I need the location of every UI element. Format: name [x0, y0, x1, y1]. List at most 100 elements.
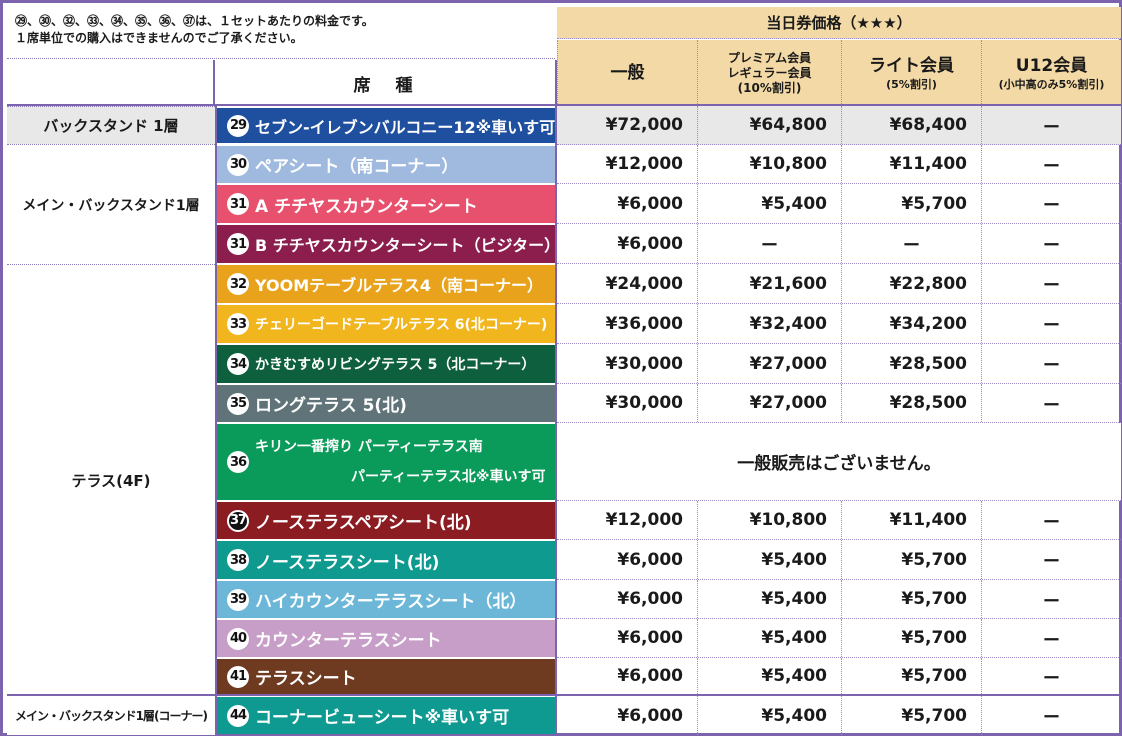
price-u12: ー: [981, 658, 1121, 694]
seat-name: B チチヤスカウンターシート（ビジター）: [255, 236, 555, 255]
price-general: ¥6,000: [617, 549, 683, 570]
seat-39: 39 ハイカウンターテラスシート（北）: [217, 581, 555, 618]
price-general: ¥6,000: [617, 666, 683, 686]
seat-name: ノーステラスシート(北): [255, 552, 440, 573]
notes: ㉙、㉚、㉜、㉝、㉞、㉟、㊱、㊲は、１セットあたりの料金です。 １席単位での購入は…: [7, 7, 555, 59]
seat-name-multiline: キリン一番搾り パーティーテラス南 パーティーテラス北※車いす可: [255, 432, 546, 492]
col-header-light: ライト会員 (5%割引): [841, 40, 981, 106]
price-general: ¥12,000: [605, 510, 683, 530]
price-light: ¥34,200: [841, 304, 981, 343]
seat-29: 29 セブン-イレブンバルコニー12※車いす可: [217, 108, 555, 143]
price-light: ¥28,500: [841, 384, 981, 422]
col-light-discount: (5%割引): [886, 77, 937, 91]
seat-30: 30 ペアシート（南コーナー）: [217, 146, 555, 183]
no-general-sale-notice: 一般販売はございません。: [557, 423, 1121, 501]
group-terrace: テラス(4F): [7, 264, 215, 695]
price-light: ¥68,400: [841, 106, 981, 144]
price-general: ¥72,000: [605, 115, 683, 135]
price-u12: ー: [981, 106, 1121, 144]
price-premium: ¥5,400: [697, 658, 841, 694]
seat-number-badge: 34: [227, 353, 249, 375]
seat-name-line1: キリン一番搾り パーティーテラス南: [255, 439, 483, 455]
col-header-general: 一般: [557, 40, 697, 106]
seat-38: 38 ノーステラスシート(北): [217, 541, 555, 579]
group-main-back-stand: メイン・バックスタンド1層: [7, 144, 215, 264]
price-row-44: ¥6,000 ¥5,400 ¥5,700 ー: [557, 696, 1121, 735]
seat-name: ペアシート（南コーナー）: [255, 157, 459, 177]
seat-name: カウンターテラスシート: [255, 631, 442, 651]
price-light: ¥22,800: [841, 264, 981, 303]
price-u12: ー: [981, 184, 1121, 223]
price-u12: ー: [981, 580, 1121, 618]
seat-number-badge: 31: [227, 233, 249, 255]
price-column-divider: [555, 106, 557, 735]
price-general: ¥6,000: [617, 705, 683, 726]
seat-number-badge: 30: [227, 153, 249, 176]
seat-name: ノーステラスペアシート(北): [255, 513, 472, 533]
seat-number-badge: 31: [227, 193, 249, 215]
col-general-label: 一般: [610, 63, 645, 83]
price-u12: ー: [981, 264, 1121, 303]
seat-36: 36 キリン一番搾り パーティーテラス南 パーティーテラス北※車いす可: [217, 424, 555, 500]
price-premium: ¥5,400: [697, 696, 841, 735]
price-row-40: ¥6,000 ¥5,400 ¥5,700 ー: [557, 619, 1121, 658]
seat-name-line2: パーティーテラス北※車いす可: [351, 469, 546, 485]
price-premium: ¥5,400: [697, 184, 841, 223]
seat-name: かきむすめリビングテラス 5（北コーナー）: [255, 357, 536, 373]
seat-34: 34 かきむすめリビングテラス 5（北コーナー）: [217, 345, 555, 383]
seat-44: 44 コーナービューシート※車いす可: [217, 697, 555, 734]
seat-column-divider: [215, 106, 217, 735]
seat-name: セブン-イレブンバルコニー12※車いす可: [255, 117, 555, 137]
price-light: ¥5,700: [841, 184, 981, 223]
price-row-35: ¥30,000 ¥27,000 ¥28,500 ー: [557, 384, 1121, 423]
price-premium: ¥5,400: [697, 619, 841, 657]
price-u12: ー: [981, 344, 1121, 383]
price-premium: ¥32,400: [697, 304, 841, 343]
price-premium: ¥21,600: [697, 264, 841, 303]
seat-41: 41 テラスシート: [217, 659, 555, 694]
price-light: ¥5,700: [841, 696, 981, 735]
price-row-30: ¥12,000 ¥10,800 ¥11,400 ー: [557, 145, 1121, 184]
seat-number-badge: 41: [227, 665, 249, 688]
price-general: ¥6,000: [617, 193, 683, 214]
note-line-2: １席単位での購入はできませんのでご了承ください。: [15, 31, 303, 45]
col-premium-line3: (10%割引): [737, 80, 802, 95]
seat-33: 33 チェリーゴードテーブルテラス 6(北コーナー): [217, 305, 555, 343]
price-u12: ー: [981, 384, 1121, 422]
col-header-u12: U12会員 (小中高のみ5%割引): [981, 40, 1121, 106]
price-premium: ¥5,400: [697, 580, 841, 618]
price-premium: ¥64,800: [697, 106, 841, 144]
header-blank: [7, 60, 215, 106]
price-general: ¥12,000: [605, 154, 683, 174]
col-header-premium: プレミアム会員 レギュラー会員 (10%割引): [697, 40, 841, 106]
seat-number-badge: 44: [227, 704, 249, 727]
group-main-back-corner: メイン・バックスタンド1層(コーナー): [7, 695, 215, 735]
header-divider: [7, 104, 1121, 106]
seat-number-badge: 29: [227, 114, 249, 137]
price-general: ¥6,000: [617, 589, 683, 609]
col-u12-discount: (小中高のみ5%割引): [998, 77, 1105, 91]
same-day-price-header: 当日券価格（★★★）: [557, 7, 1121, 39]
price-premium: ¥27,000: [697, 384, 841, 422]
seat-40: 40 カウンターテラスシート: [217, 620, 555, 657]
col-u12-label: U12会員: [1015, 55, 1088, 76]
price-light: ¥11,400: [841, 501, 981, 539]
price-u12: ー: [981, 696, 1121, 735]
seat-name: テラスシート: [255, 669, 357, 689]
price-u12: ー: [981, 224, 1121, 263]
seat-number-badge: 37: [227, 509, 249, 532]
price-light: ¥5,700: [841, 580, 981, 618]
col-premium-line1: プレミアム会員: [727, 50, 812, 65]
price-row-31b: ¥6,000 ー ー ー: [557, 224, 1121, 264]
price-row-41: ¥6,000 ¥5,400 ¥5,700 ー: [557, 658, 1121, 695]
price-u12: ー: [981, 304, 1121, 343]
price-u12: ー: [981, 501, 1121, 539]
group-back-stand: バックスタンド 1層: [7, 106, 215, 144]
price-general: ¥24,000: [605, 273, 683, 294]
price-general: ¥30,000: [605, 393, 683, 413]
note-line-1: ㉙、㉚、㉜、㉝、㉞、㉟、㊱、㊲は、１セットあたりの料金です。: [15, 14, 374, 28]
price-row-31a: ¥6,000 ¥5,400 ¥5,700 ー: [557, 184, 1121, 224]
seat-number-badge: 40: [227, 627, 249, 650]
seat-number-badge: 33: [227, 313, 249, 335]
